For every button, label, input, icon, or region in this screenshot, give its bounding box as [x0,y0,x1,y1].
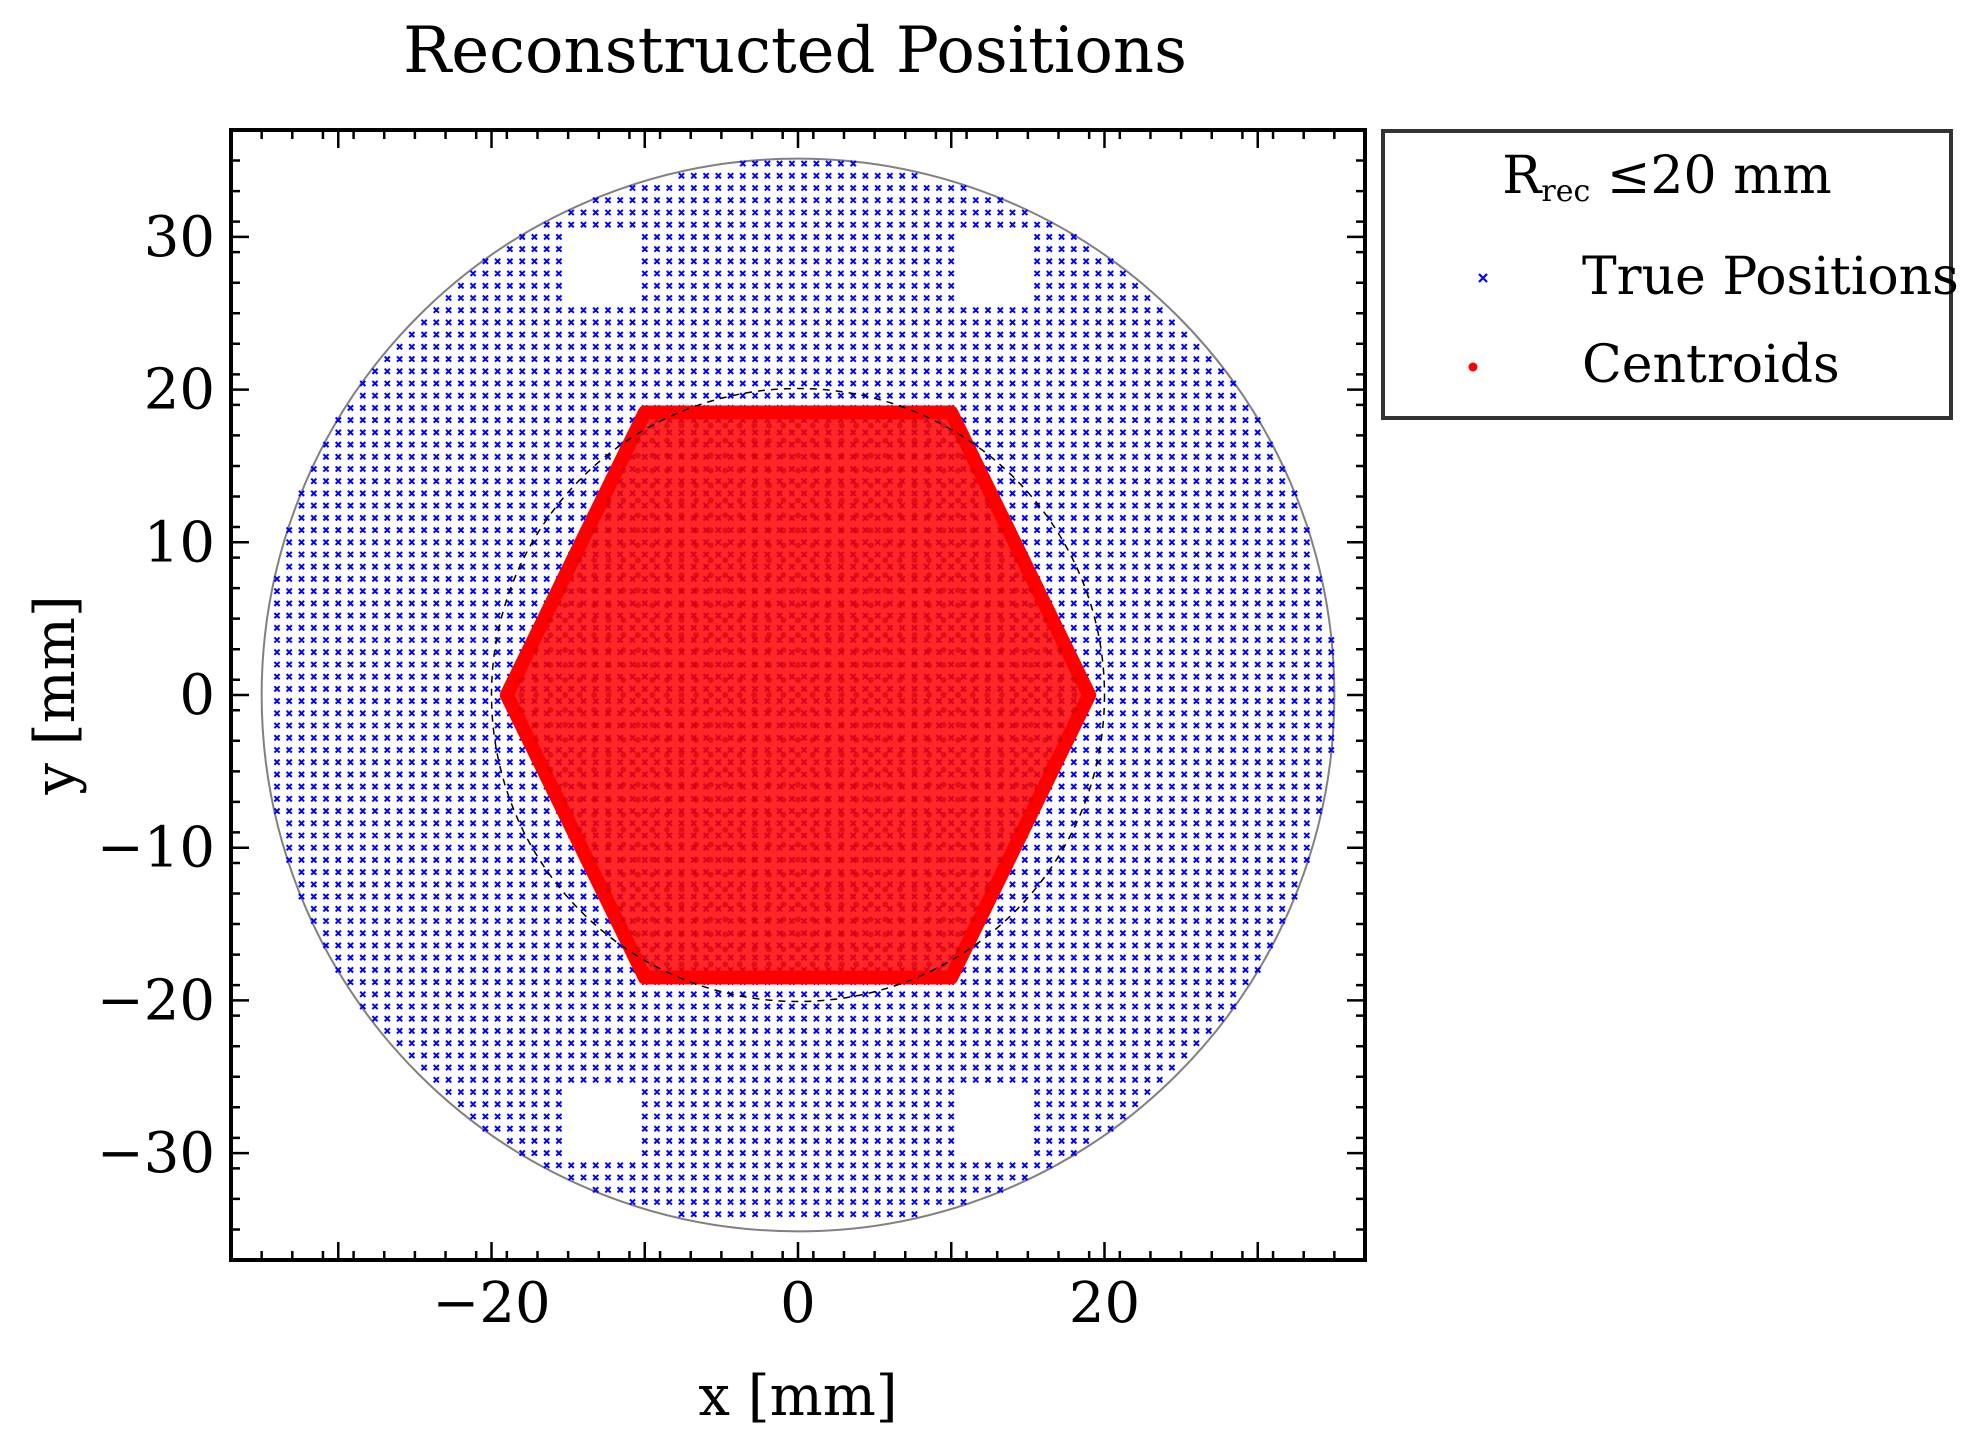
legend-title-subscript: rec [1541,174,1590,209]
y-tick-label: 20 [144,358,215,423]
y-tick-label: 10 [144,510,215,575]
axis-ticks [231,130,1365,1260]
y-tick-label: −20 [97,968,215,1033]
centroids-hull-edge [499,405,1097,985]
legend-title-rest: ≤20 mm [1590,146,1831,206]
legend-title: Rrec ≤20 mm [1502,146,1831,209]
radius-cut-circle [490,387,1106,1003]
legend-marker-true-positions [1478,273,1488,283]
x-axis-label: x [mm] [698,1364,897,1429]
y-tick-label: 0 [179,663,215,728]
x-tick-label: 0 [780,1271,816,1336]
x-tick-label: −20 [432,1271,550,1336]
y-tick-label: −30 [97,1121,215,1186]
tick-labels: −20 0 20 30 20 10 0 −10 −20 −30 [97,205,1140,1336]
legend-marker-centroids [1468,362,1478,372]
centroid-markers [518,422,1078,968]
y-axis-label: y [mm] [23,595,88,795]
x-tick-label: 20 [1069,1271,1140,1336]
plot-area [260,157,1336,1233]
legend-title-main: R [1502,146,1543,206]
legend-box [1381,129,1953,420]
legend: Rrec ≤20 mm True Positions Centroids [1381,129,1959,420]
y-tick-label: −10 [97,816,215,881]
chart-title: Reconstructed Positions [403,14,1187,88]
tick-marks [231,130,1365,1260]
outer-boundary-circle [260,157,1336,1233]
centroids-series [499,405,1097,985]
legend-label-true-positions: True Positions [1582,247,1959,307]
legend-label-centroids: Centroids [1582,335,1840,395]
y-tick-label: 30 [144,205,215,270]
